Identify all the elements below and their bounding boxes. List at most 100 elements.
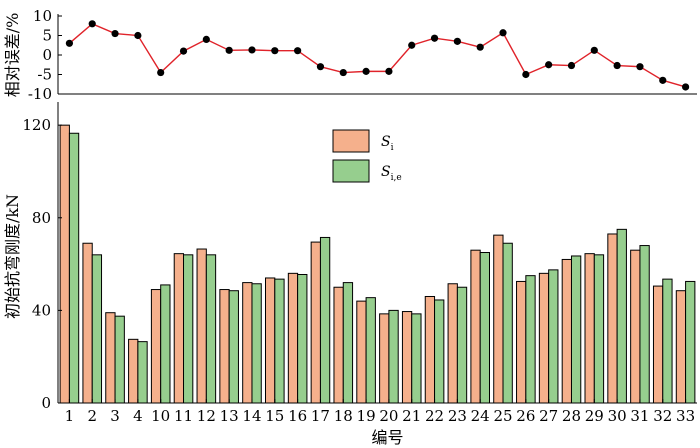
legend-subscript: i bbox=[391, 143, 394, 153]
error-point bbox=[248, 46, 256, 54]
error-point bbox=[202, 35, 210, 44]
legend-swatch-si bbox=[332, 129, 370, 153]
bar-sie bbox=[502, 242, 513, 404]
bar-series bbox=[59, 124, 696, 404]
bar-sie bbox=[456, 286, 468, 404]
error-point bbox=[636, 63, 644, 71]
error-point bbox=[179, 47, 188, 55]
bar-si bbox=[493, 234, 504, 404]
bar-sie bbox=[160, 284, 171, 404]
bar-sie bbox=[274, 278, 285, 404]
bar-si bbox=[424, 295, 436, 404]
bar-si bbox=[333, 286, 344, 404]
x-tick-label: 16 bbox=[288, 407, 307, 425]
bar-sie bbox=[616, 228, 627, 404]
error-point bbox=[408, 41, 416, 49]
x-tick-label: 21 bbox=[402, 407, 421, 425]
x-tick-label: 33 bbox=[676, 407, 695, 425]
error-point bbox=[613, 61, 621, 70]
bottom-y-ticks: 0 40 80 120 bbox=[22, 116, 62, 412]
x-axis-title: 编号 bbox=[371, 428, 403, 447]
bar-sie bbox=[91, 254, 103, 404]
bar-sie bbox=[114, 315, 125, 404]
error-point bbox=[362, 67, 370, 75]
bar-si bbox=[630, 249, 641, 404]
error-point bbox=[339, 68, 347, 77]
error-point bbox=[111, 29, 119, 38]
x-tick-label: 26 bbox=[516, 407, 535, 425]
bar-sie bbox=[68, 132, 80, 404]
x-tick-label: 25 bbox=[493, 407, 512, 425]
top-y-ticks: -10-5 05 10 bbox=[28, 7, 62, 103]
x-tick-label: 31 bbox=[630, 407, 649, 425]
bottom-y-axis-title: 初始抗弯刚度/kN bbox=[3, 194, 22, 319]
error-series-line bbox=[68, 22, 686, 88]
x-tick-label: 22 bbox=[425, 407, 444, 425]
top-y-tick-label: 5 bbox=[42, 27, 52, 45]
bar-sie bbox=[228, 290, 239, 404]
error-point bbox=[294, 47, 302, 55]
top-y-tick-label: 10 bbox=[33, 7, 52, 25]
x-tick-label: 24 bbox=[471, 407, 490, 425]
x-tick-label: 23 bbox=[448, 407, 467, 425]
x-tick-label: 15 bbox=[265, 407, 284, 425]
bar-sie bbox=[662, 278, 673, 404]
bar-sie bbox=[183, 254, 194, 404]
x-tick-label: 2 bbox=[87, 407, 97, 425]
x-tick-label: 29 bbox=[585, 407, 604, 425]
x-tick-label: 14 bbox=[242, 407, 261, 425]
x-tick-label: 1 bbox=[65, 407, 75, 425]
bar-sie bbox=[205, 254, 217, 404]
bar-sie bbox=[479, 252, 490, 404]
bar-si bbox=[584, 253, 595, 404]
error-line-chart: -10-5 05 10 相对误差/% bbox=[3, 7, 697, 103]
bar-si bbox=[59, 124, 70, 404]
bar-si bbox=[105, 312, 116, 404]
bar-si bbox=[401, 311, 413, 404]
bar-si bbox=[219, 289, 230, 404]
bar-sie bbox=[593, 254, 605, 404]
legend: Si Si,e bbox=[332, 129, 402, 183]
error-point bbox=[157, 68, 165, 77]
bar-si bbox=[470, 249, 481, 404]
error-point bbox=[476, 43, 484, 51]
error-point bbox=[65, 39, 74, 47]
error-point bbox=[453, 37, 461, 45]
error-point bbox=[545, 61, 553, 69]
error-point bbox=[88, 20, 96, 28]
bottom-y-tick-label: 120 bbox=[22, 116, 51, 134]
error-point bbox=[499, 29, 507, 37]
bar-si bbox=[447, 283, 458, 404]
top-y-tick-label: -5 bbox=[37, 66, 52, 84]
bar-sie bbox=[388, 309, 399, 404]
x-tick-label: 10 bbox=[151, 407, 170, 425]
bar-sie bbox=[411, 313, 422, 404]
error-point bbox=[316, 63, 325, 71]
bar-sie bbox=[297, 273, 308, 404]
top-y-tick-label: -10 bbox=[28, 85, 52, 103]
bar-si bbox=[356, 300, 367, 404]
x-tick-label: 12 bbox=[197, 407, 216, 425]
bar-sie bbox=[251, 283, 262, 404]
x-tick-label: 13 bbox=[220, 407, 239, 425]
x-tick-label: 30 bbox=[608, 407, 627, 425]
legend-label-si: Si bbox=[381, 134, 394, 153]
bar-sie bbox=[342, 282, 354, 404]
bar-si bbox=[196, 248, 207, 404]
bar-si bbox=[310, 241, 321, 404]
x-tick-label: 19 bbox=[357, 407, 376, 425]
x-tick-label: 27 bbox=[539, 407, 558, 425]
x-tick-label: 17 bbox=[311, 407, 330, 425]
error-point bbox=[522, 70, 530, 79]
bar-si bbox=[516, 280, 527, 404]
top-y-tick-label: 0 bbox=[42, 46, 52, 64]
legend-subscript: i,e bbox=[391, 173, 402, 183]
bar-sie bbox=[685, 280, 696, 404]
bar-sie bbox=[365, 297, 376, 404]
error-point bbox=[659, 76, 667, 84]
bar-sie bbox=[548, 269, 559, 404]
bar-sie bbox=[137, 341, 148, 404]
bar-si bbox=[652, 285, 664, 404]
bar-si bbox=[675, 290, 687, 404]
